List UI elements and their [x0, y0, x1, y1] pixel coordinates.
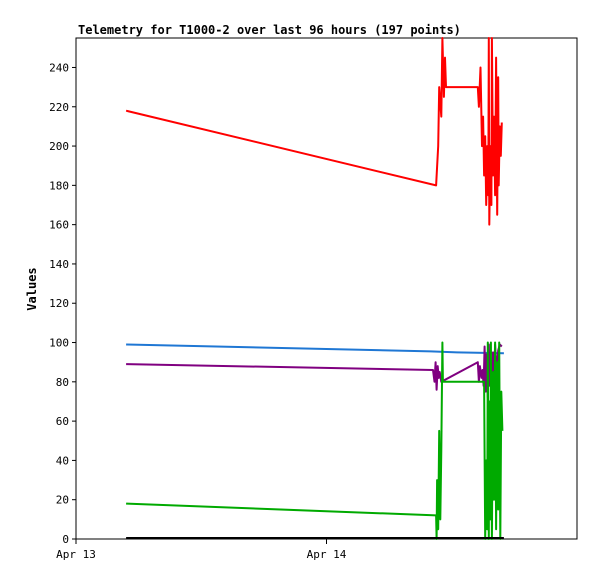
y-tick-label: 220 — [49, 101, 69, 114]
y-tick-label: 240 — [49, 61, 69, 74]
x-tick-label: Apr 14 — [307, 548, 347, 561]
y-tick-label: 140 — [49, 258, 69, 271]
y-tick-label: 40 — [56, 454, 69, 467]
y-tick-label: 100 — [49, 337, 69, 350]
y-tick-label: 160 — [49, 219, 69, 232]
x-tick-label: Apr 13 — [56, 548, 96, 561]
y-tick-label: 80 — [56, 376, 69, 389]
series-layer — [125, 37, 504, 540]
y-tick-label: 120 — [49, 297, 69, 310]
x-axis: Apr 13 Apr 14 — [56, 539, 347, 561]
y-tick-label: 200 — [49, 140, 69, 153]
series-line-3 — [126, 341, 504, 540]
series-line-1 — [126, 343, 504, 355]
y-tick-label: 0 — [62, 533, 69, 546]
y-axis-label: Values — [25, 267, 39, 310]
y-axis: 0 20 40 60 80 100 120 140 160 180 200 220 240 — [49, 61, 76, 546]
y-tick-label: 60 — [56, 415, 69, 428]
chart-title: Telemetry for T1000-2 over last 96 hours… — [78, 23, 461, 37]
y-tick-label: 20 — [56, 494, 69, 507]
series-line-0 — [125, 37, 503, 226]
y-tick-label: 180 — [49, 179, 69, 192]
